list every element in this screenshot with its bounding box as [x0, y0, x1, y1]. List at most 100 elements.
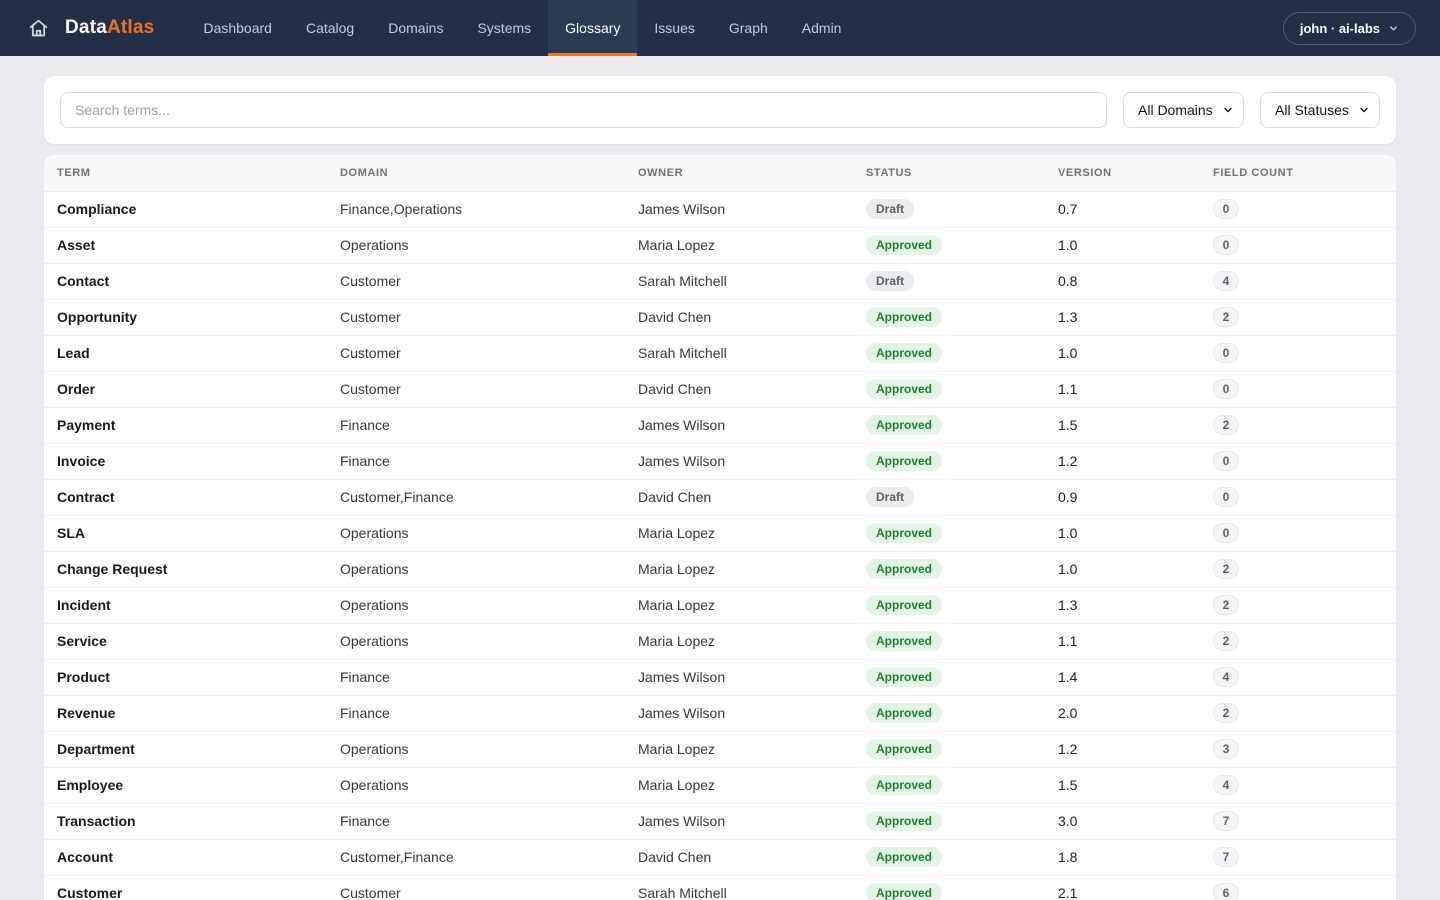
field-count-badge: 4: [1213, 775, 1239, 795]
cell-term: Account: [44, 839, 327, 876]
table-row[interactable]: Contact Customer Sarah Mitchell Draft 0.8 4: [44, 263, 1396, 300]
cell-domain: Customer: [327, 371, 625, 408]
cell-field-count: 6: [1200, 875, 1396, 900]
cell-version: 2.0: [1045, 695, 1200, 732]
cell-version: 1.2: [1045, 731, 1200, 768]
cell-domain: Operations: [327, 767, 625, 804]
table-row[interactable]: Order Customer David Chen Approved 1.1 0: [44, 371, 1396, 408]
nav-item-issues[interactable]: Issues: [654, 20, 695, 36]
status-filter-wrap: All Statuses: [1260, 92, 1380, 128]
home-icon[interactable]: [28, 18, 49, 39]
cell-owner: David Chen: [625, 839, 853, 876]
cell-domain: Customer: [327, 335, 625, 372]
table-row[interactable]: Incident Operations Maria Lopez Approved 1.3…: [44, 587, 1396, 624]
chevron-down-icon: [1390, 26, 1397, 31]
table-row[interactable]: Service Operations Maria Lopez Approved 1.1 2: [44, 623, 1396, 660]
status-badge: Approved: [866, 379, 943, 399]
cell-term: Order: [44, 371, 327, 408]
table-row[interactable]: Change Request Operations Maria Lopez Appro…: [44, 551, 1396, 588]
column-header-status: Status: [853, 155, 1045, 192]
cell-status: Approved: [853, 875, 1045, 900]
table-row[interactable]: Invoice Finance James Wilson Approved 1.2 0: [44, 443, 1396, 480]
cell-status: Approved: [853, 407, 1045, 444]
table-row[interactable]: Account Customer,Finance David Chen Approve…: [44, 839, 1396, 876]
cell-domain: Operations: [327, 551, 625, 588]
cell-domain: Customer: [327, 263, 625, 300]
cell-version: 1.0: [1045, 551, 1200, 588]
cell-owner: James Wilson: [625, 443, 853, 480]
table-row[interactable]: Product Finance James Wilson Approved 1.4 4: [44, 659, 1396, 696]
cell-status: Approved: [853, 767, 1045, 804]
cell-domain: Customer,Finance: [327, 839, 625, 876]
table-row[interactable]: Lead Customer Sarah Mitchell Approved 1.0 0: [44, 335, 1396, 372]
table-row[interactable]: Transaction Finance James Wilson Approved 3.…: [44, 803, 1396, 840]
table-row[interactable]: Department Operations Maria Lopez Approved 1…: [44, 731, 1396, 768]
cell-version: 1.2: [1045, 443, 1200, 480]
cell-domain: Operations: [327, 587, 625, 624]
cell-field-count: 2: [1200, 695, 1396, 732]
cell-field-count: 2: [1200, 587, 1396, 624]
user-menu-button[interactable]: john · ai-labs: [1282, 11, 1416, 45]
nav-item-domains[interactable]: Domains: [388, 20, 444, 36]
logo-part-atlas: Atlas: [106, 17, 155, 38]
table-row[interactable]: Compliance Finance,Operations James Wilson…: [44, 191, 1396, 228]
cell-version: 0.9: [1045, 479, 1200, 516]
nav-item-dashboard[interactable]: Dashboard: [203, 20, 272, 36]
cell-status: Draft: [853, 479, 1045, 516]
cell-version: 1.0: [1045, 515, 1200, 552]
cell-domain: Finance,Operations: [327, 191, 625, 228]
nav-links: Dashboard Catalog Domains Systems Glossary Is…: [186, 0, 858, 56]
search-input[interactable]: [60, 92, 1107, 128]
cell-status: Approved: [853, 659, 1045, 696]
nav-item-systems[interactable]: Systems: [477, 20, 532, 36]
cell-domain: Finance: [327, 659, 625, 696]
field-count-badge: 0: [1213, 235, 1239, 255]
column-header-domain: Domain: [327, 155, 625, 192]
cell-term: Revenue: [44, 695, 327, 732]
cell-status: Approved: [853, 839, 1045, 876]
status-filter-select[interactable]: All Statuses: [1260, 92, 1380, 128]
nav-item-glossary[interactable]: Glossary: [548, 0, 638, 56]
table-row[interactable]: Employee Operations Maria Lopez Approved 1.5…: [44, 767, 1396, 804]
cell-term: Customer: [44, 875, 327, 900]
cell-status: Approved: [853, 515, 1045, 552]
cell-owner: James Wilson: [625, 407, 853, 444]
cell-term: Invoice: [44, 443, 327, 480]
table-row[interactable]: Opportunity Customer David Chen Approved 1.3…: [44, 299, 1396, 336]
logo-part-data: Data: [65, 17, 107, 38]
status-badge: Approved: [866, 739, 943, 759]
cell-status: Approved: [853, 587, 1045, 624]
nav-item-graph[interactable]: Graph: [728, 20, 768, 36]
cell-version: 1.8: [1045, 839, 1200, 876]
table-row[interactable]: Contract Customer,Finance David Chen Draft 0…: [44, 479, 1396, 516]
status-badge: Draft: [866, 199, 915, 219]
cell-field-count: 4: [1200, 767, 1396, 804]
cell-field-count: 4: [1200, 263, 1396, 300]
cell-owner: David Chen: [625, 479, 853, 516]
cell-owner: Sarah Mitchell: [625, 335, 853, 372]
navbar-spacer: [858, 0, 1282, 56]
status-badge: Approved: [866, 523, 943, 543]
table-row[interactable]: Asset Operations Maria Lopez Approved 1.0 0: [44, 227, 1396, 264]
status-badge: Approved: [866, 235, 943, 255]
cell-field-count: 2: [1200, 623, 1396, 660]
domain-filter-select[interactable]: All Domains: [1123, 92, 1244, 128]
nav-item-catalog[interactable]: Catalog: [305, 20, 355, 36]
table-row[interactable]: SLA Operations Maria Lopez Approved 1.0 0: [44, 515, 1396, 552]
cell-owner: James Wilson: [625, 191, 853, 228]
cell-version: 1.5: [1045, 767, 1200, 804]
table-row[interactable]: Revenue Finance James Wilson Approved 2.0 2: [44, 695, 1396, 732]
cell-owner: Maria Lopez: [625, 227, 853, 264]
cell-term: SLA: [44, 515, 327, 552]
table-row[interactable]: Customer Customer Sarah Mitchell Approved 2.…: [44, 875, 1396, 900]
cell-owner: Maria Lopez: [625, 767, 853, 804]
cell-term: Incident: [44, 587, 327, 624]
table-row[interactable]: Payment Finance James Wilson Approved 1.5 2: [44, 407, 1396, 444]
nav-item-admin[interactable]: Admin: [801, 20, 842, 36]
cell-domain: Finance: [327, 695, 625, 732]
cell-status: Approved: [853, 227, 1045, 264]
cell-owner: Maria Lopez: [625, 623, 853, 660]
cell-field-count: 0: [1200, 515, 1396, 552]
field-count-badge: 6: [1213, 883, 1239, 900]
column-header-term: Term: [44, 155, 327, 192]
